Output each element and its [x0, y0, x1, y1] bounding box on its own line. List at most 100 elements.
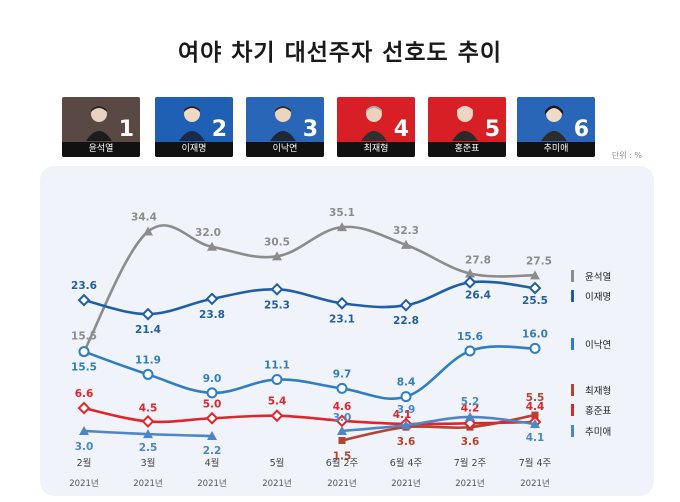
data-label: 15.5 [71, 331, 97, 343]
x-tick-sublabel: 2021년 [520, 478, 549, 489]
data-label: 8.4 [397, 377, 416, 389]
data-label: 22.8 [393, 315, 419, 327]
candidate-rank: 4 [393, 117, 409, 142]
x-tick-label: 7월 4주 [519, 457, 552, 469]
data-label: 4.2 [461, 402, 480, 414]
legend-swatch [571, 384, 574, 396]
data-point [401, 420, 411, 430]
portrait-icon [541, 105, 567, 141]
data-label: 4.4 [526, 401, 545, 413]
x-tick-sublabel: 2021년 [197, 478, 226, 489]
data-point [336, 382, 348, 394]
x-tick-sublabel: 2021년 [262, 478, 291, 489]
data-label: 2.2 [203, 445, 222, 457]
data-point [338, 436, 346, 444]
legend-swatch [571, 270, 574, 282]
data-point [399, 298, 413, 312]
candidate-rank: 2 [211, 117, 227, 142]
legend-label: 이재명 [585, 292, 611, 303]
data-point [143, 226, 153, 236]
data-point [79, 425, 89, 435]
data-point [142, 368, 154, 380]
data-label: 21.4 [135, 324, 161, 336]
data-label: 4.5 [139, 402, 158, 414]
data-point [77, 293, 91, 307]
portrait-icon [361, 106, 387, 141]
x-tick-sublabel: 2021년 [327, 478, 356, 489]
legend-label: 최재형 [585, 386, 611, 397]
x-tick-sublabel: 2021년 [133, 478, 162, 489]
data-label: 23.8 [199, 309, 225, 321]
candidate-card-5: 5 홍준표 [428, 97, 506, 157]
data-label: 25.3 [264, 299, 290, 311]
unit-label: 단위 : % [611, 151, 642, 160]
data-point [207, 241, 217, 251]
data-point [141, 307, 155, 321]
candidate-card-4: 4 최재형 [337, 97, 415, 157]
data-label: 25.5 [522, 295, 548, 307]
data-point [401, 239, 411, 249]
data-point [206, 387, 218, 399]
candidate-card-2: 2 이재명 [155, 97, 233, 157]
candidate-name: 이낙연 [246, 142, 324, 157]
data-label: 3.0 [333, 412, 352, 424]
data-point [530, 418, 540, 428]
data-point [77, 401, 91, 415]
portrait-icon [179, 106, 205, 141]
x-tick-label: 3월 [141, 457, 156, 469]
data-label: 34.4 [131, 212, 157, 224]
candidate-name: 윤석열 [62, 142, 140, 157]
data-label: 27.5 [526, 255, 552, 267]
data-label: 5.5 [526, 392, 545, 404]
x-tick-label: 2월 [77, 457, 92, 469]
legend-label: 이낙연 [585, 340, 611, 351]
legend-swatch [571, 290, 574, 302]
data-label: 16.0 [522, 328, 548, 340]
legend-label: 추미애 [585, 427, 611, 438]
x-tick-label: 6월 4주 [390, 457, 423, 469]
data-label: 32.0 [195, 227, 221, 239]
data-point [270, 282, 284, 296]
data-label: 3.6 [397, 436, 416, 448]
data-label: 6.6 [75, 388, 94, 400]
data-label: 5.0 [203, 398, 222, 410]
x-tick-label: 6월 2주 [326, 457, 359, 469]
x-tick-sublabel: 2021년 [69, 478, 98, 489]
data-point [207, 431, 217, 441]
data-point [337, 222, 347, 232]
data-label: 35.1 [329, 207, 355, 219]
data-label: 11.9 [135, 354, 161, 366]
candidate-card-3: 3 이낙연 [246, 97, 324, 157]
candidate-name: 홍준표 [428, 142, 506, 157]
candidate-card-6: 6 추미애 [517, 97, 595, 157]
data-label: 4.6 [333, 401, 352, 413]
x-tick-sublabel: 2021년 [455, 478, 484, 489]
candidate-name: 최재형 [337, 142, 415, 157]
data-label: 4.1 [526, 432, 545, 444]
data-label: 1.5 [333, 450, 352, 462]
data-point [335, 414, 349, 428]
data-label: 3.9 [397, 404, 416, 416]
data-point [271, 374, 283, 386]
data-point [529, 342, 541, 354]
data-label: 23.6 [71, 280, 97, 292]
data-label: 2.5 [139, 442, 158, 454]
legend-label: 윤석열 [585, 272, 611, 283]
x-tick-label: 5월 [270, 457, 285, 469]
legend-swatch [571, 404, 574, 416]
series-line [82, 345, 537, 400]
data-point [400, 391, 412, 403]
data-point [337, 425, 347, 435]
page-title: 여야 차기 대선주자 선호도 추이 [177, 40, 503, 66]
data-point [531, 411, 539, 419]
candidate-card-1: 1 윤석열 [62, 97, 140, 157]
candidate-rank: 1 [118, 117, 134, 142]
candidate-rank: 5 [484, 117, 500, 142]
x-tick-sublabel: 2021년 [391, 478, 420, 489]
legend-swatch [571, 425, 574, 437]
data-point [143, 429, 153, 439]
data-point [205, 292, 219, 306]
candidate-rank: 3 [302, 117, 318, 142]
series-line [82, 280, 537, 316]
